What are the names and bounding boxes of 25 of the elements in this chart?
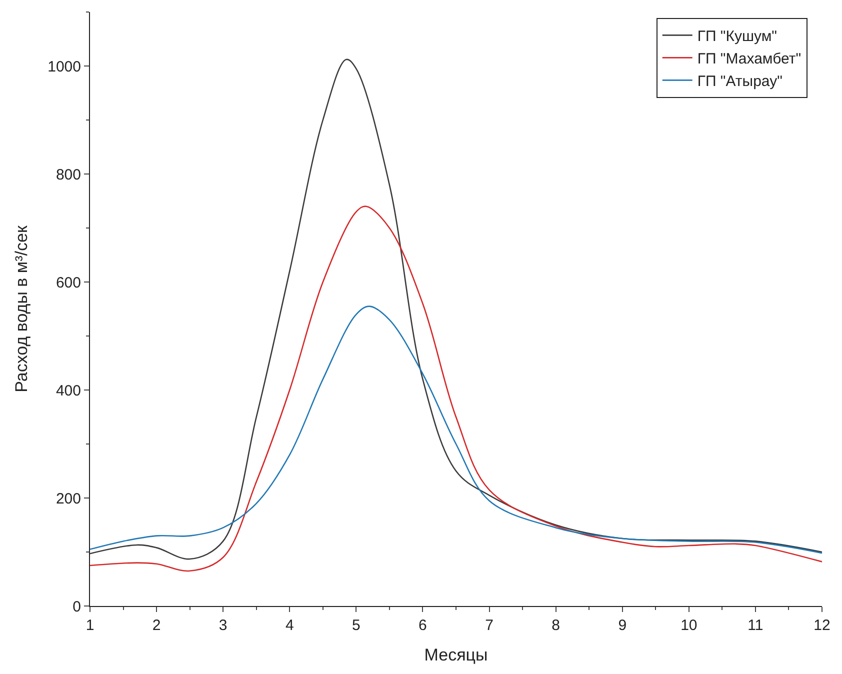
x-tick-label: 7 <box>485 617 494 634</box>
y-tick-label: 800 <box>56 166 81 184</box>
legend-label: ГП "Махамбет" <box>697 50 802 68</box>
y-tick-label: 1000 <box>48 58 81 76</box>
x-tick-label: 4 <box>285 617 294 634</box>
x-tick-label: 2 <box>152 617 161 634</box>
y-tick-label: 200 <box>56 490 81 508</box>
y-tick-label: 0 <box>72 598 81 616</box>
x-tick-label: 3 <box>218 617 228 634</box>
x-tick-label: 1 <box>86 617 94 634</box>
y-tick-label: 600 <box>56 274 81 292</box>
x-tick-label: 12 <box>814 617 830 634</box>
x-tick-label: 6 <box>418 617 427 634</box>
y-tick-label: 400 <box>56 382 81 400</box>
line-series <box>90 206 822 572</box>
legend-label: ГП "Кушум" <box>697 28 777 46</box>
line-series <box>90 306 822 554</box>
x-tick-label: 5 <box>352 617 360 634</box>
x-axis-title: Месяцы <box>424 645 488 664</box>
x-tick-label: 8 <box>552 617 560 634</box>
x-tick-label: 10 <box>680 617 698 634</box>
x-tick-label: 11 <box>748 617 764 634</box>
legend-label: ГП "Атырау" <box>697 73 782 90</box>
y-axis-title: Расход воды в м³/сек <box>12 225 32 392</box>
x-tick-label: 9 <box>618 617 627 634</box>
